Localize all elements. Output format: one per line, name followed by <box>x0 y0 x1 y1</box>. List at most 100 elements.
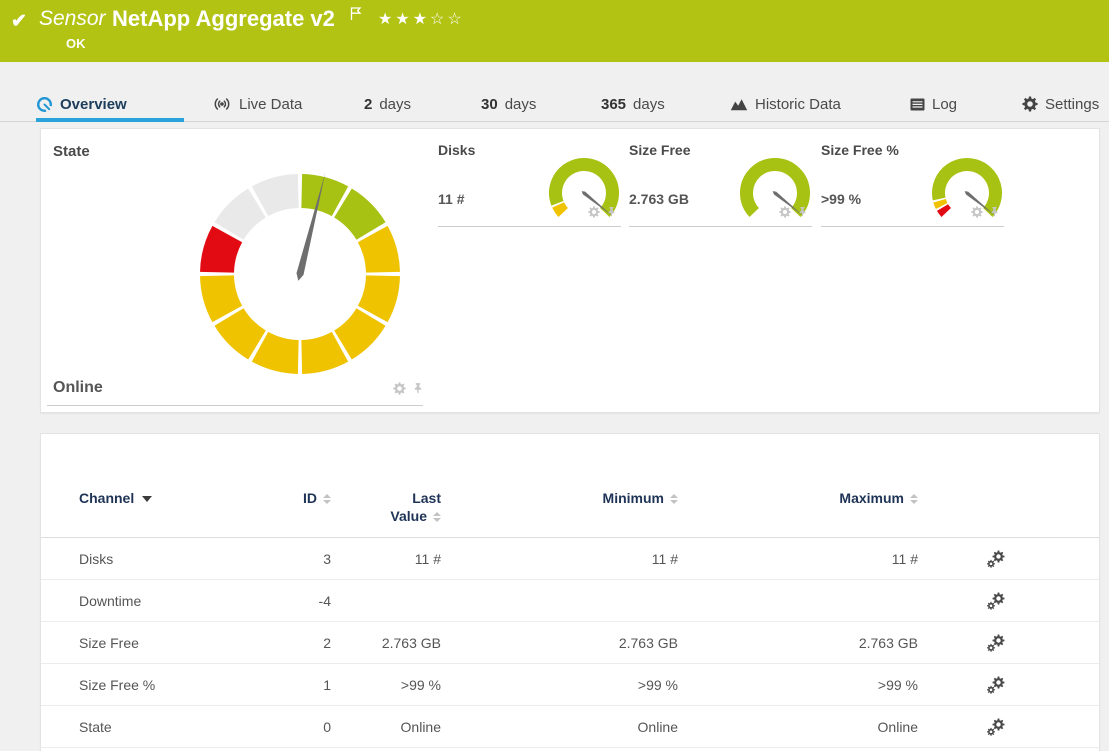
cell-minimum: 11 # <box>651 550 678 567</box>
pin-icon[interactable] <box>989 205 1000 218</box>
tab-label: Log <box>932 95 958 113</box>
column-header-actions <box>918 489 1099 525</box>
tab-label: Overview <box>60 95 127 113</box>
tab-2-days[interactable]: 2 days <box>364 86 411 122</box>
overview-panel: State Online Disks 11 # Size Free <box>40 128 1100 413</box>
column-header-last-value[interactable]: Last Value <box>390 490 441 524</box>
area-chart-icon <box>730 97 748 111</box>
gear-icon[interactable] <box>393 381 406 395</box>
mini-panel-size-free: Size Free 2.763 GB <box>629 129 812 229</box>
state-gauge <box>195 169 405 379</box>
table-row-disks[interactable]: Disks 3 11 # 11 # 11 # <box>41 538 1099 580</box>
state-channel-value: Online <box>53 379 103 396</box>
channel-value: >99 % <box>821 191 862 207</box>
channel-settings-icon[interactable] <box>986 717 1099 737</box>
mini-panel-actions <box>588 205 617 218</box>
cell-channel: Downtime <box>79 592 142 609</box>
cell-id: 0 <box>323 718 331 735</box>
tab-365-days[interactable]: 365 days <box>601 86 665 122</box>
channel-title: Disks <box>438 142 476 158</box>
pin-icon[interactable] <box>797 205 808 218</box>
table-row-downtime[interactable]: Downtime -4 <box>41 580 1099 622</box>
table-row-size-free[interactable]: Size Free 2 2.763 GB 2.763 GB 2.763 GB <box>41 622 1099 664</box>
tab-label: Historic Data <box>755 95 841 113</box>
mini-panel-disks: Disks 11 # <box>438 129 621 229</box>
priority-stars[interactable]: ★★★☆☆ <box>378 11 465 28</box>
disks-gauge <box>544 153 624 233</box>
sort-icon <box>323 494 331 504</box>
status-check-icon: ✔ <box>11 11 27 32</box>
channel-title: Size Free % <box>821 142 899 158</box>
mini-panel-actions <box>779 205 808 218</box>
cell-minimum: 2.763 GB <box>618 634 678 651</box>
tab-live-data[interactable]: Live Data <box>212 86 302 122</box>
cell-maximum: Online <box>877 718 918 735</box>
channel-settings-icon[interactable] <box>986 633 1099 653</box>
cell-maximum: 2.763 GB <box>858 634 918 651</box>
cell-id: 2 <box>323 634 331 651</box>
tab-label: Live Data <box>239 95 303 113</box>
gear-icon[interactable] <box>971 205 983 218</box>
channel-settings-icon[interactable] <box>986 549 1099 569</box>
table-row-size-free-pct[interactable]: Size Free % 1 >99 % >99 % >99 % <box>41 664 1099 706</box>
channels-panel: Channel ID Last Value Minimum Maximum <box>40 433 1100 751</box>
tab-bar: Overview Live Data 2 days 30 days 365 da… <box>0 86 1109 122</box>
column-header-maximum[interactable]: Maximum <box>678 489 918 525</box>
tab-overview[interactable]: Overview <box>36 86 127 122</box>
tab-label: days <box>633 95 665 113</box>
cell-id: 3 <box>323 550 331 567</box>
cell-maximum: 11 # <box>891 550 918 567</box>
mini-panel-divider <box>629 226 812 227</box>
tab-30-days[interactable]: 30 days <box>481 86 536 122</box>
sort-icon <box>910 494 918 504</box>
cell-channel: Size Free % <box>79 676 156 693</box>
sort-icon <box>433 512 441 522</box>
mini-panel-divider <box>438 226 621 227</box>
column-header-minimum[interactable]: Minimum <box>441 489 678 525</box>
log-icon <box>910 98 925 111</box>
mini-panel-actions <box>971 205 1000 218</box>
table-row-state[interactable]: State 0 Online Online Online <box>41 706 1099 748</box>
tab-settings[interactable]: Settings <box>1022 86 1099 122</box>
tab-number: 30 <box>481 95 498 113</box>
sensor-title: NetApp Aggregate v2 <box>112 6 335 31</box>
tab-log[interactable]: Log <box>910 86 957 122</box>
cell-last-value: 2.763 GB <box>381 634 441 651</box>
broadcast-icon <box>212 96 232 112</box>
table-header-row: Channel ID Last Value Minimum Maximum <box>41 479 1099 538</box>
channel-settings-icon[interactable] <box>986 675 1099 695</box>
size-free-pct-gauge <box>927 153 1007 233</box>
gear-icon[interactable] <box>588 205 600 218</box>
cell-id: -4 <box>318 592 331 609</box>
pin-icon[interactable] <box>606 205 617 218</box>
state-panel-actions <box>393 381 424 395</box>
sensor-status-header: ✔ Sensor NetApp Aggregate v2 ★★★☆☆ OK <box>0 0 1109 62</box>
gear-icon[interactable] <box>779 205 791 218</box>
mini-panel-divider <box>821 226 1004 227</box>
pin-icon[interactable] <box>412 381 424 395</box>
mini-panel-size-free-pct: Size Free % >99 % <box>821 129 1004 229</box>
cell-id: 1 <box>323 676 331 693</box>
sensor-status-text: OK <box>66 36 86 51</box>
cell-last-value: Online <box>400 718 441 735</box>
column-header-channel[interactable]: Channel <box>79 489 291 525</box>
tab-number: 365 <box>601 95 627 113</box>
gear-icon <box>1022 96 1038 112</box>
channel-settings-icon[interactable] <box>986 591 1099 611</box>
tab-number: 2 <box>364 95 373 113</box>
state-panel-divider <box>47 405 423 406</box>
cell-last-value: 11 # <box>414 550 441 567</box>
channel-title: Size Free <box>629 142 691 158</box>
sort-icon <box>670 494 678 504</box>
channel-value: 11 # <box>438 191 465 207</box>
tab-label: days <box>504 95 537 113</box>
tab-historic-data[interactable]: Historic Data <box>730 86 841 122</box>
column-header-id[interactable]: ID <box>291 489 331 525</box>
tab-label: Settings <box>1045 95 1100 113</box>
tab-label: days <box>379 95 412 113</box>
active-tab-indicator <box>36 118 184 122</box>
priority-flag-icon[interactable] <box>350 7 362 21</box>
cell-maximum: >99 % <box>877 676 918 693</box>
cell-channel: Disks <box>79 550 114 567</box>
